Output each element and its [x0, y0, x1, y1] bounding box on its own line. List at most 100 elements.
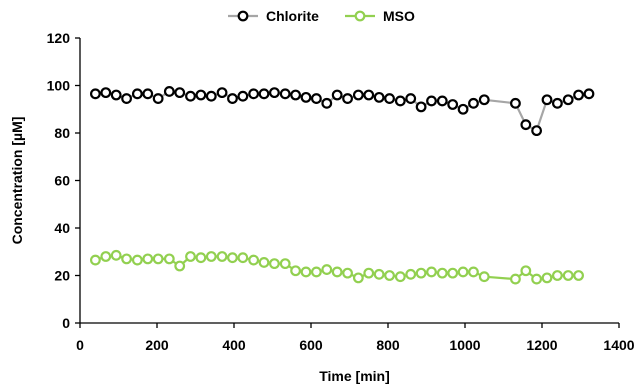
data-point-mso — [415, 267, 427, 279]
data-point-mso — [216, 251, 228, 262]
data-point-mso — [436, 267, 448, 279]
data-point-mso — [269, 258, 280, 270]
data-point-mso — [552, 270, 563, 281]
y-tick-label: 80 — [54, 125, 70, 141]
data-point-chlorite — [426, 95, 437, 107]
data-point-mso — [300, 266, 312, 278]
data-point-chlorite — [363, 89, 375, 101]
data-point-chlorite — [436, 95, 448, 107]
data-point-mso — [394, 271, 406, 283]
legend-marker-chlorite — [237, 10, 249, 22]
data-point-mso — [152, 253, 164, 265]
data-point-mso — [426, 266, 437, 278]
data-point-mso — [363, 267, 375, 279]
data-point-chlorite — [394, 95, 406, 107]
data-point-mso — [468, 266, 479, 278]
data-point-chlorite — [562, 94, 574, 106]
data-point-mso — [478, 271, 490, 283]
data-point-chlorite — [174, 87, 186, 99]
data-point-chlorite — [279, 88, 291, 100]
x-tick-label: 1400 — [603, 337, 634, 353]
legend-label-mso: MSO — [383, 8, 415, 24]
data-point-mso — [310, 266, 322, 278]
y-tick-label: 40 — [54, 220, 70, 236]
data-point-mso — [342, 267, 353, 279]
y-tick-label: 0 — [62, 315, 70, 331]
data-point-chlorite — [457, 103, 469, 115]
data-point-chlorite — [269, 87, 280, 99]
data-point-chlorite — [258, 88, 270, 100]
x-tick-label: 400 — [222, 337, 246, 353]
data-point-chlorite — [163, 86, 175, 97]
data-point-chlorite — [342, 93, 353, 104]
data-point-mso — [520, 265, 532, 277]
x-tick-label: 800 — [376, 337, 400, 353]
data-point-mso — [131, 254, 143, 266]
data-point-chlorite — [290, 89, 302, 101]
data-point-mso — [352, 272, 364, 284]
x-tick-label: 1000 — [449, 337, 480, 353]
data-point-chlorite — [552, 97, 563, 109]
x-tick-label: 600 — [299, 337, 323, 353]
data-point-mso — [195, 252, 207, 264]
data-point-chlorite — [310, 93, 322, 104]
x-tick-label: 0 — [76, 337, 84, 353]
data-point-mso — [447, 267, 459, 279]
y-tick-label: 120 — [47, 30, 71, 46]
data-point-chlorite — [321, 97, 333, 109]
data-point-chlorite — [573, 89, 584, 101]
data-point-mso — [384, 270, 395, 281]
x-tick-label: 200 — [145, 337, 169, 353]
data-point-mso — [121, 253, 132, 265]
data-point-chlorite — [510, 97, 521, 109]
data-point-mso — [405, 268, 417, 280]
data-point-chlorite — [131, 88, 143, 100]
data-point-mso — [562, 270, 574, 281]
data-point-chlorite — [583, 88, 595, 100]
data-point-mso — [531, 273, 543, 285]
data-point-chlorite — [478, 94, 490, 106]
data-point-mso — [331, 266, 343, 278]
data-point-mso — [100, 251, 112, 262]
data-point-mso — [237, 252, 249, 264]
data-point-mso — [185, 251, 196, 262]
series-line-chlorite — [95, 90, 590, 132]
data-point-chlorite — [373, 91, 385, 103]
data-point-mso — [258, 257, 270, 268]
data-point-chlorite — [142, 88, 154, 100]
data-point-chlorite — [468, 97, 479, 109]
x-axis-title: Time [min] — [319, 368, 390, 384]
data-point-mso — [163, 253, 175, 265]
data-point-chlorite — [195, 89, 207, 101]
data-point-mso — [290, 265, 302, 277]
data-point-mso — [89, 254, 101, 266]
data-point-chlorite — [447, 99, 459, 110]
data-point-mso — [321, 264, 333, 275]
data-point-chlorite — [89, 88, 101, 100]
data-point-chlorite — [300, 91, 312, 103]
data-point-chlorite — [216, 87, 228, 99]
data-point-chlorite — [415, 101, 427, 113]
data-point-chlorite — [541, 94, 553, 106]
x-tick-label: 1200 — [526, 337, 557, 353]
data-point-mso — [541, 272, 553, 284]
data-point-chlorite — [100, 87, 112, 99]
data-point-mso — [205, 251, 217, 262]
data-point-chlorite — [185, 90, 196, 102]
data-point-mso — [573, 270, 584, 281]
data-point-mso — [110, 249, 122, 261]
data-point-chlorite — [205, 90, 217, 102]
y-axis-title: Concentration [µM] — [9, 117, 25, 245]
data-point-chlorite — [384, 93, 395, 104]
data-point-mso — [510, 273, 521, 285]
data-point-mso — [142, 253, 154, 265]
y-tick-label: 100 — [47, 78, 71, 94]
data-point-chlorite — [248, 88, 260, 100]
y-tick-label: 60 — [54, 173, 70, 189]
data-point-mso — [174, 260, 186, 272]
data-point-mso — [279, 258, 291, 270]
data-point-chlorite — [121, 93, 132, 104]
data-point-chlorite — [531, 125, 543, 137]
